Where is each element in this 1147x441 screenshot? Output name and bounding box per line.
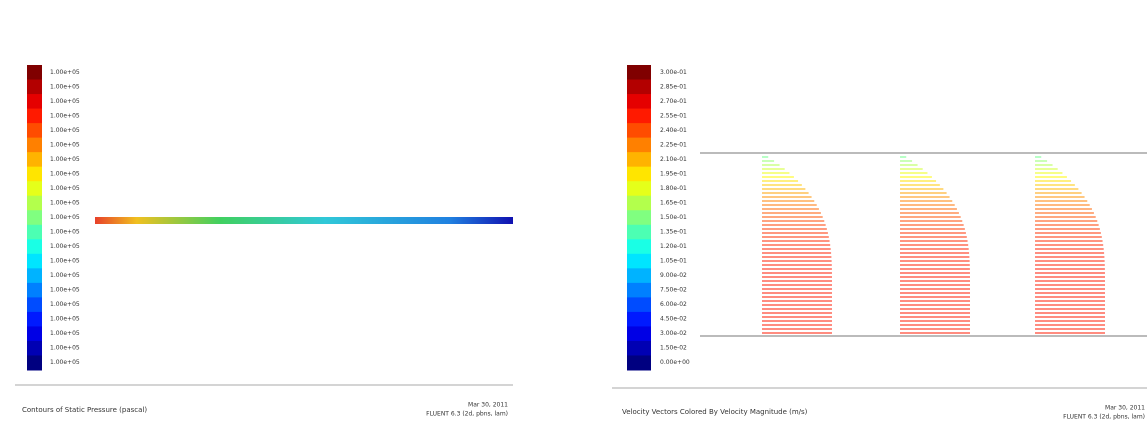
colorbar-label: 1.00e+05 xyxy=(50,272,80,279)
colorbar-label: 6.00e-02 xyxy=(660,301,687,308)
colorbar-band xyxy=(27,181,42,197)
colorbar-label: 2.10e-01 xyxy=(660,156,687,163)
colorbar-band xyxy=(627,195,651,211)
colorbar-band xyxy=(627,253,651,269)
colorbar-label: 1.65e-01 xyxy=(660,199,687,206)
colorbar-band xyxy=(27,123,42,139)
colorbar-label: 1.00e+05 xyxy=(50,258,80,265)
colorbar-band xyxy=(627,94,651,110)
colorbar-label: 1.00e+05 xyxy=(50,316,80,323)
colorbar-band xyxy=(627,326,651,342)
colorbar-label: 1.80e-01 xyxy=(660,185,687,192)
colorbar-band xyxy=(27,311,42,327)
colorbar-label: 2.25e-01 xyxy=(660,141,687,148)
colorbar-band xyxy=(27,166,42,182)
colorbar-band xyxy=(27,282,42,298)
colorbar-label: 7.50e-02 xyxy=(660,287,687,294)
colorbar-label: 1.50e-01 xyxy=(660,214,687,221)
colorbar-label: 2.70e-01 xyxy=(660,98,687,105)
colorbar-band xyxy=(27,195,42,211)
colorbar-label: 1.00e+05 xyxy=(50,287,80,294)
colorbar-label: 2.85e-01 xyxy=(660,83,687,90)
colorbar-label: 1.00e+05 xyxy=(50,301,80,308)
colorbar-band xyxy=(27,253,42,269)
colorbar-label: 1.50e-02 xyxy=(660,345,687,352)
colorbar-band xyxy=(27,340,42,356)
colorbar-label: 0.00e+00 xyxy=(660,359,690,366)
stamp-version: FLUENT 6.3 (2d, pbns, lam) xyxy=(426,411,508,418)
colorbar-label: 1.95e-01 xyxy=(660,170,687,177)
colorbar-band xyxy=(627,224,651,240)
colorbar-label: 2.55e-01 xyxy=(660,112,687,119)
stamp-date: Mar 30, 2011 xyxy=(468,402,508,409)
colorbar-band xyxy=(627,282,651,298)
colorbar-label: 9.00e-02 xyxy=(660,272,687,279)
colorbar-band xyxy=(27,239,42,255)
colorbar-band xyxy=(627,239,651,255)
colorbar-label: 1.00e+05 xyxy=(50,229,80,236)
colorbar-label: 1.00e+05 xyxy=(50,359,80,366)
colorbar-band xyxy=(27,355,42,371)
colorbar-band xyxy=(627,123,651,139)
colorbar-label: 1.00e+05 xyxy=(50,330,80,337)
colorbar-label: 1.00e+05 xyxy=(50,141,80,148)
colorbar-band xyxy=(27,94,42,110)
colorbar-label: 1.00e+05 xyxy=(50,199,80,206)
colorbar-band xyxy=(27,210,42,226)
colorbar-label: 1.00e+05 xyxy=(50,69,80,76)
stamp-version: FLUENT 6.3 (2d, pbns, lam) xyxy=(1063,414,1145,421)
colorbar-band xyxy=(27,152,42,168)
colorbar-label: 4.50e-02 xyxy=(660,316,687,323)
colorbar-band xyxy=(627,65,651,81)
colorbar-band xyxy=(27,224,42,240)
colorbar-band xyxy=(627,268,651,284)
colorbar-band xyxy=(627,79,651,95)
colorbar-band xyxy=(27,268,42,284)
colorbar-label: 1.00e+05 xyxy=(50,243,80,250)
colorbar-label: 1.00e+05 xyxy=(50,112,80,119)
colorbar-label: 1.00e+05 xyxy=(50,170,80,177)
colorbar-label: 1.05e-01 xyxy=(660,258,687,265)
colorbar-band xyxy=(627,340,651,356)
colorbar-label: 1.35e-01 xyxy=(660,229,687,236)
colorbar-band xyxy=(627,152,651,168)
colorbar-label: 3.00e-02 xyxy=(660,330,687,337)
colorbar-band xyxy=(27,65,42,81)
colorbar-band xyxy=(27,326,42,342)
colorbar-band xyxy=(627,210,651,226)
pipe-contour xyxy=(95,217,513,224)
colorbar-band xyxy=(627,166,651,182)
colorbar-band xyxy=(27,297,42,313)
caption: Velocity Vectors Colored By Velocity Mag… xyxy=(622,408,808,416)
colorbar-label: 1.00e+05 xyxy=(50,345,80,352)
colorbar-band xyxy=(27,137,42,153)
colorbar-band xyxy=(627,355,651,371)
colorbar-label: 1.00e+05 xyxy=(50,127,80,134)
caption: Contours of Static Pressure (pascal) xyxy=(22,406,147,414)
colorbar-band xyxy=(27,79,42,95)
colorbar-label: 1.00e+05 xyxy=(50,156,80,163)
colorbar-label: 1.00e+05 xyxy=(50,185,80,192)
colorbar-band xyxy=(627,181,651,197)
colorbar-band xyxy=(627,108,651,124)
colorbar-label: 1.20e-01 xyxy=(660,243,687,250)
colorbar-label: 2.40e-01 xyxy=(660,127,687,134)
colorbar-band xyxy=(627,311,651,327)
colorbar-band xyxy=(27,108,42,124)
colorbar-label: 1.00e+05 xyxy=(50,98,80,105)
colorbar-label: 1.00e+05 xyxy=(50,214,80,221)
stamp-date: Mar 30, 2011 xyxy=(1105,405,1145,412)
colorbar-label: 1.00e+05 xyxy=(50,83,80,90)
colorbar-label: 3.00e-01 xyxy=(660,69,687,76)
colorbar-band xyxy=(627,137,651,153)
colorbar-band xyxy=(627,297,651,313)
